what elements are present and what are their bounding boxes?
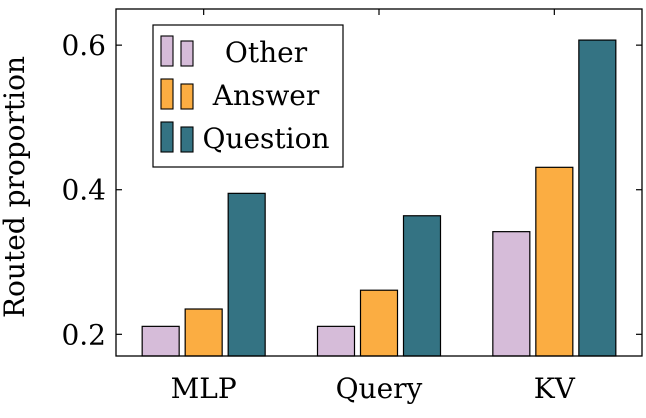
- bar-other-kv: [492, 231, 531, 357]
- legend-label: Other: [225, 36, 308, 69]
- plot-frame: [115, 8, 643, 357]
- legend-entry-answer: Answer: [160, 78, 320, 112]
- legend-swatch-right: [180, 83, 194, 110]
- legend-swatch-left: [160, 121, 174, 153]
- legend-entry-question: Question: [160, 121, 330, 155]
- y-tick-label: 0.2: [61, 318, 106, 351]
- y-tick-label: 0.6: [61, 29, 106, 62]
- legend-label: Question: [202, 122, 329, 155]
- y-axis-title: Routed proportion: [0, 56, 31, 318]
- x-tick-label: MLP: [171, 372, 237, 405]
- bar-answer-query: [359, 289, 399, 357]
- bar-answer-kv: [535, 166, 574, 357]
- plot-area: 0.2 0.4 0.6 MLP Query KV: [61, 9, 642, 405]
- legend-entry-other: Other: [160, 35, 308, 69]
- x-tick-label: KV: [534, 372, 576, 405]
- legend-swatch-right: [180, 40, 194, 67]
- x-tick-label: Query: [336, 372, 423, 405]
- bar-question-mlp: [227, 192, 266, 357]
- legend-swatch-right: [180, 126, 194, 153]
- y-tick-label: 0.4: [61, 174, 106, 207]
- bar-other-mlp: [141, 325, 180, 357]
- bar-question-kv: [578, 39, 617, 357]
- legend-swatch-left: [160, 35, 174, 67]
- legend: Other Answer Question: [152, 24, 344, 168]
- bar-question-query: [402, 215, 442, 357]
- bar-other-query: [316, 325, 356, 357]
- legend-swatch-left: [160, 78, 174, 110]
- bar-answer-mlp: [184, 308, 223, 357]
- legend-label: Answer: [212, 79, 320, 112]
